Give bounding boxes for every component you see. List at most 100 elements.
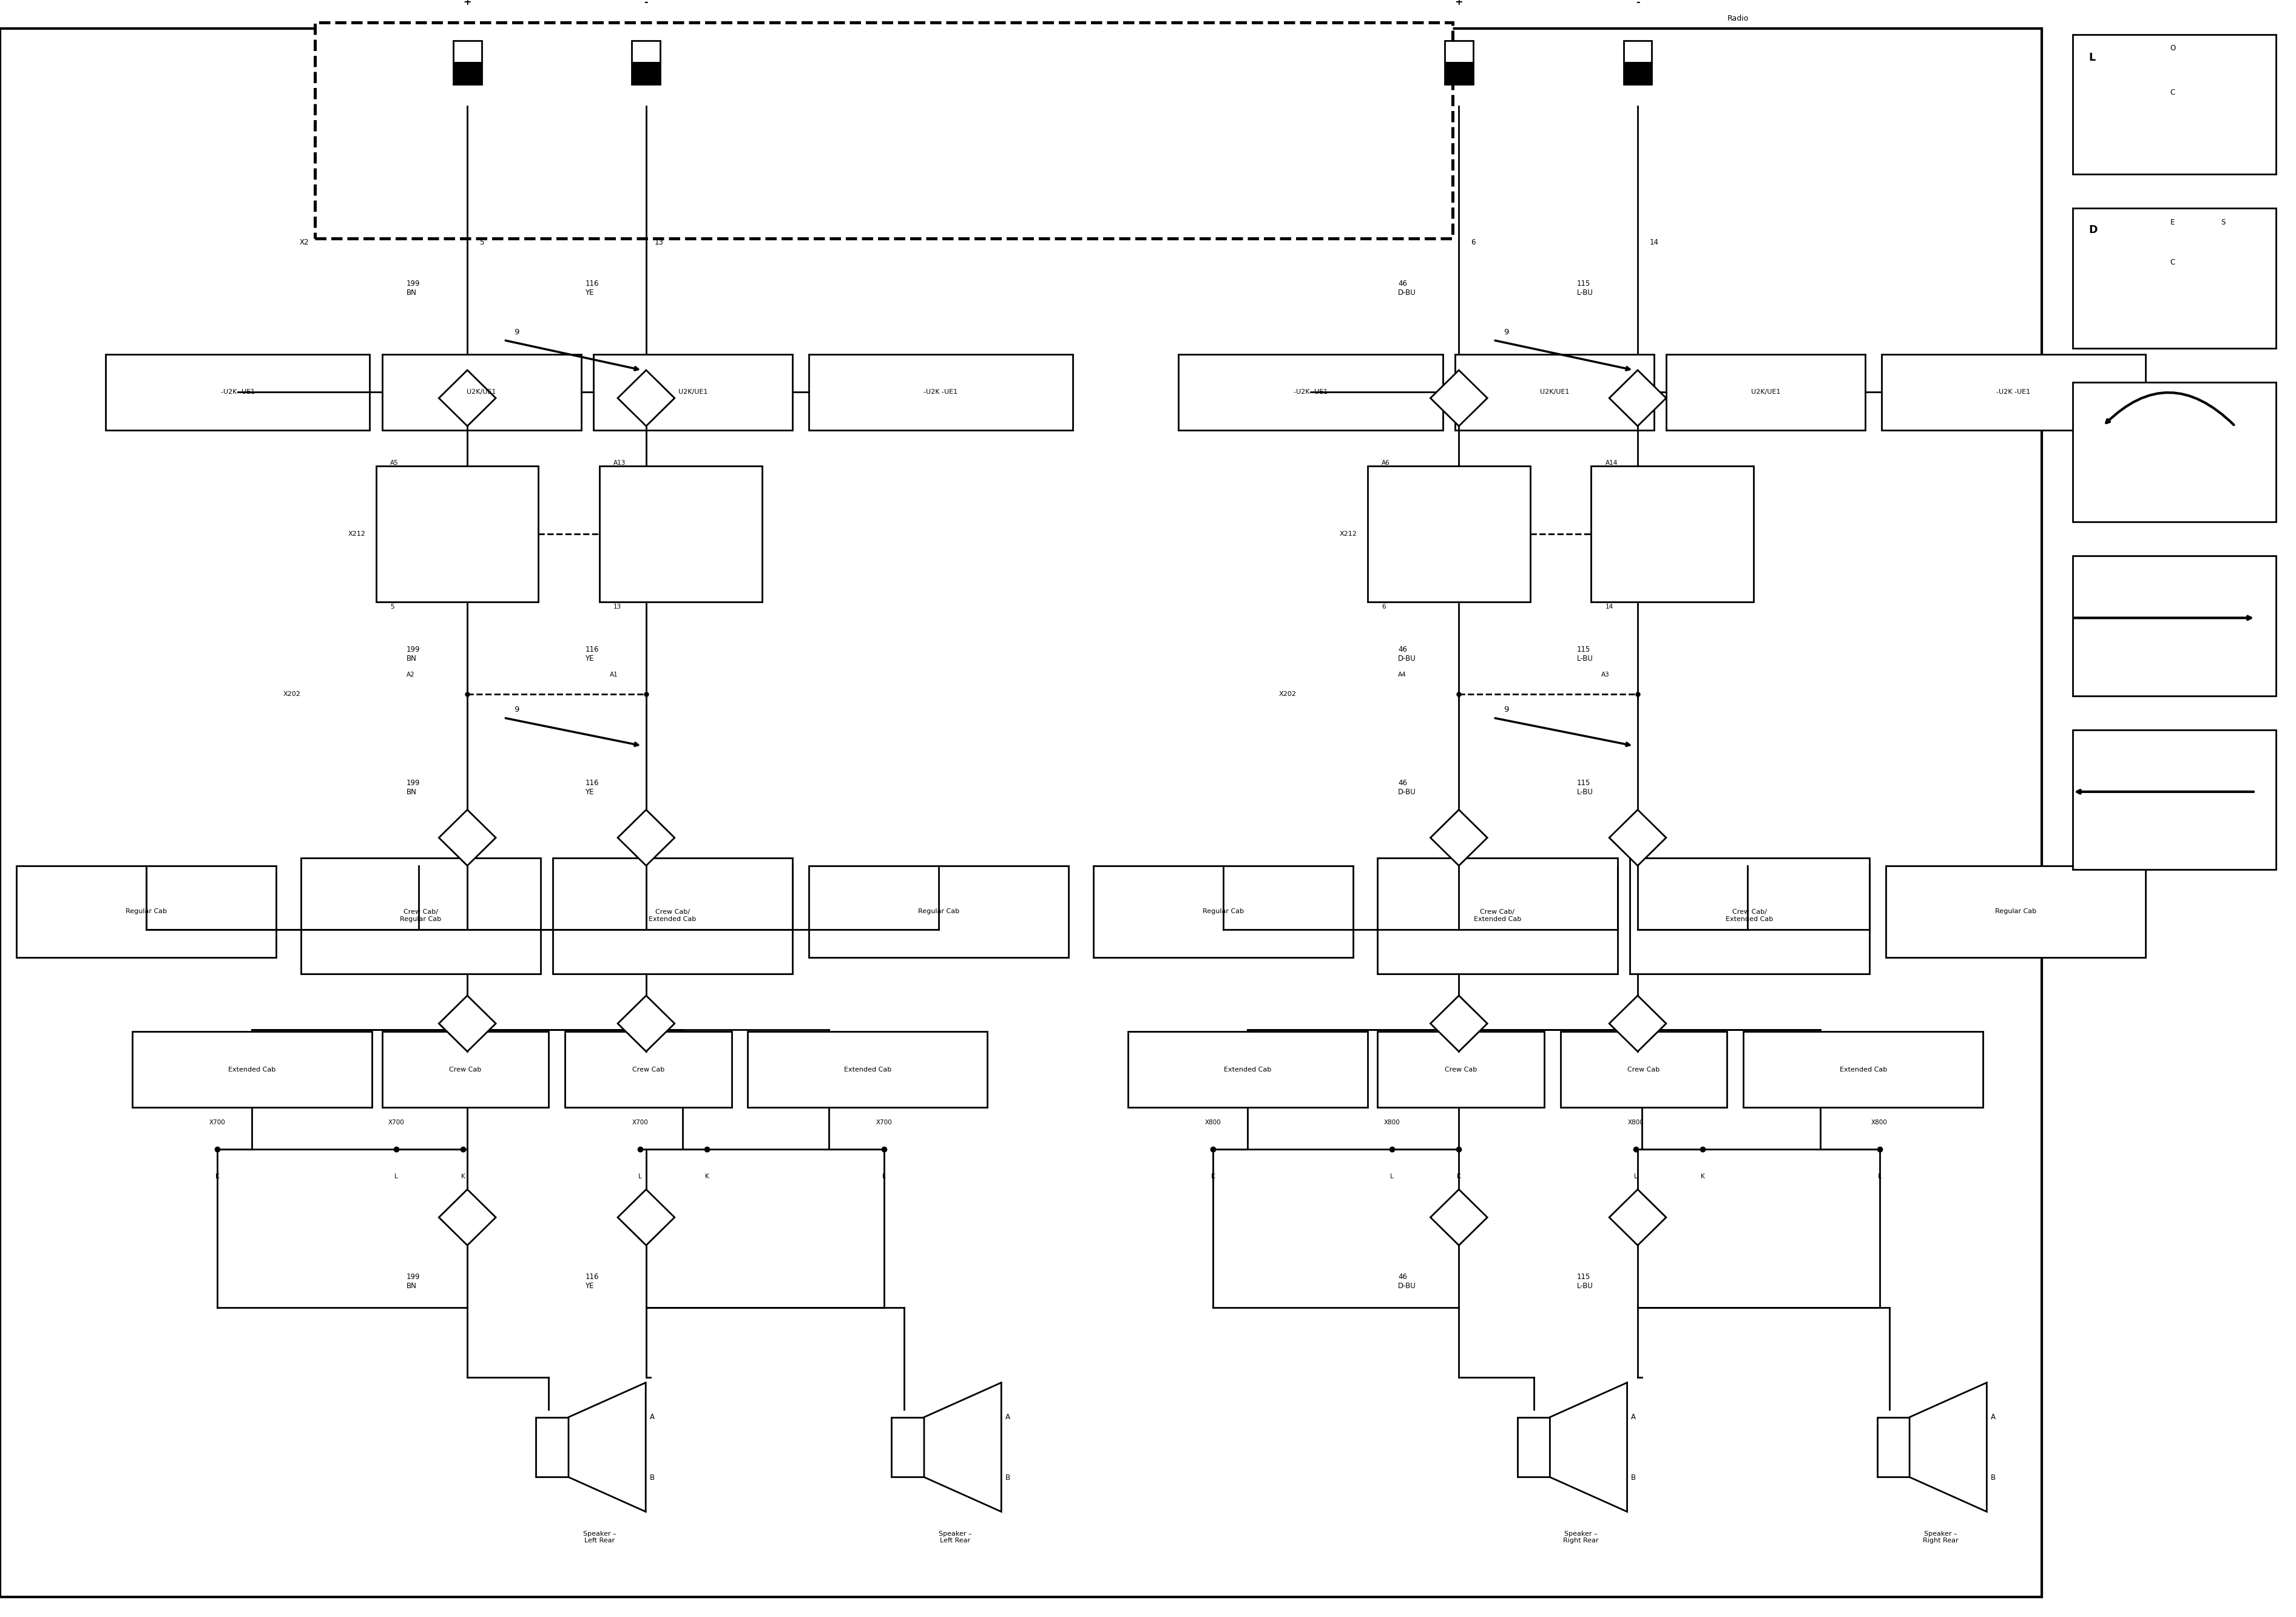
Bar [1378, 1032, 1545, 1108]
Bar [748, 1032, 987, 1108]
Text: 6: 6 [1472, 238, 1476, 246]
Polygon shape [618, 810, 675, 865]
Polygon shape [439, 810, 496, 865]
Text: X700: X700 [631, 1119, 647, 1125]
Text: X800: X800 [1628, 1119, 1644, 1125]
Text: Speaker –
Left Rear: Speaker – Left Rear [583, 1531, 615, 1544]
Bar [1667, 354, 1864, 430]
Bar [631, 40, 661, 63]
Text: 116
YE: 116 YE [585, 1273, 599, 1290]
Text: X202: X202 [1279, 690, 1297, 697]
Text: 46
D-BU: 46 D-BU [1398, 1273, 1417, 1290]
Bar [1127, 1032, 1368, 1108]
Text: A6: A6 [1382, 459, 1389, 466]
Bar [1885, 865, 2147, 957]
Text: X202: X202 [282, 690, 301, 697]
Text: L: L [1389, 1174, 1394, 1179]
Text: Extended Cab: Extended Cab [227, 1067, 276, 1072]
Bar [0, 29, 2041, 1598]
Text: U2K/UE1: U2K/UE1 [1541, 390, 1568, 395]
Text: Extended Cab: Extended Cab [1839, 1067, 1887, 1072]
Text: 5: 5 [480, 238, 484, 246]
Polygon shape [1550, 1383, 1628, 1512]
Text: 46
D-BU: 46 D-BU [1398, 779, 1417, 796]
Bar [535, 1416, 569, 1476]
Text: 199
BN: 199 BN [406, 1273, 420, 1290]
Text: Crew Cab: Crew Cab [450, 1067, 482, 1072]
Text: Regular Cab: Regular Cab [918, 909, 960, 915]
Bar [1623, 63, 1651, 84]
Bar [1630, 857, 1869, 973]
Text: A: A [1006, 1413, 1010, 1421]
Text: Crew Cab: Crew Cab [1628, 1067, 1660, 1072]
Text: K: K [216, 1174, 220, 1179]
Text: X800: X800 [1384, 1119, 1401, 1125]
Bar [1093, 865, 1352, 957]
Text: A1: A1 [608, 671, 618, 678]
Text: A: A [1991, 1413, 1995, 1421]
Polygon shape [439, 996, 496, 1051]
Text: A13: A13 [613, 459, 627, 466]
Bar [133, 1032, 372, 1108]
Text: 115
L-BU: 115 L-BU [1577, 779, 1593, 796]
Bar [565, 1032, 732, 1108]
Bar [2073, 556, 2275, 695]
Text: U2K/UE1: U2K/UE1 [1752, 390, 1779, 395]
Text: Crew Cab: Crew Cab [1444, 1067, 1476, 1072]
Text: -U2K -UE1: -U2K -UE1 [923, 390, 957, 395]
Bar [1444, 63, 1474, 84]
Text: Crew Cab/
Regular Cab: Crew Cab/ Regular Cab [400, 909, 441, 922]
Text: L: L [395, 1174, 397, 1179]
Bar [1878, 1416, 1910, 1476]
Text: E: E [2170, 218, 2174, 226]
Text: Extended Cab: Extended Cab [845, 1067, 891, 1072]
Bar [301, 857, 540, 973]
Text: B: B [650, 1473, 654, 1481]
Bar [106, 354, 370, 430]
Bar [2073, 34, 2275, 175]
Text: Crew Cab: Crew Cab [631, 1067, 664, 1072]
Text: L: L [1635, 1174, 1637, 1179]
Text: L: L [882, 1174, 886, 1179]
Text: L: L [1878, 1174, 1880, 1179]
Text: 115
L-BU: 115 L-BU [1577, 280, 1593, 296]
Bar [381, 354, 581, 430]
Polygon shape [569, 1383, 645, 1512]
Polygon shape [1609, 810, 1667, 865]
Text: A5: A5 [390, 459, 400, 466]
Text: 13: 13 [613, 603, 622, 610]
Bar [1518, 1416, 1550, 1476]
Text: A: A [650, 1413, 654, 1421]
Text: -U2K -UE1: -U2K -UE1 [1293, 390, 1327, 395]
Bar [631, 63, 661, 84]
Polygon shape [1430, 370, 1488, 425]
Polygon shape [618, 996, 675, 1051]
Text: K: K [1701, 1174, 1704, 1179]
Text: A14: A14 [1605, 459, 1616, 466]
Text: 199
BN: 199 BN [406, 779, 420, 796]
Text: 116
YE: 116 YE [585, 645, 599, 663]
Text: B: B [1006, 1473, 1010, 1481]
Text: 13: 13 [654, 238, 664, 246]
Text: X212: X212 [349, 530, 365, 537]
Text: A3: A3 [1600, 671, 1609, 678]
Bar [553, 857, 792, 973]
Polygon shape [439, 370, 496, 425]
Bar [808, 865, 1068, 957]
Bar [1623, 40, 1651, 63]
Text: K: K [461, 1174, 466, 1179]
Text: -: - [645, 0, 647, 6]
Text: K: K [1210, 1174, 1215, 1179]
Polygon shape [1910, 1383, 1986, 1512]
Text: Crew Cab/
Extended Cab: Crew Cab/ Extended Cab [1474, 909, 1522, 922]
Text: Speaker –
Right Rear: Speaker – Right Rear [1564, 1531, 1598, 1544]
Bar [1378, 857, 1616, 973]
Text: L: L [2089, 52, 2096, 63]
Bar [2073, 382, 2275, 522]
Polygon shape [923, 1383, 1001, 1512]
Polygon shape [1609, 996, 1667, 1051]
Bar [1591, 466, 1754, 602]
Bar [452, 63, 482, 84]
Bar [1880, 354, 2147, 430]
Text: +: + [1456, 0, 1463, 6]
